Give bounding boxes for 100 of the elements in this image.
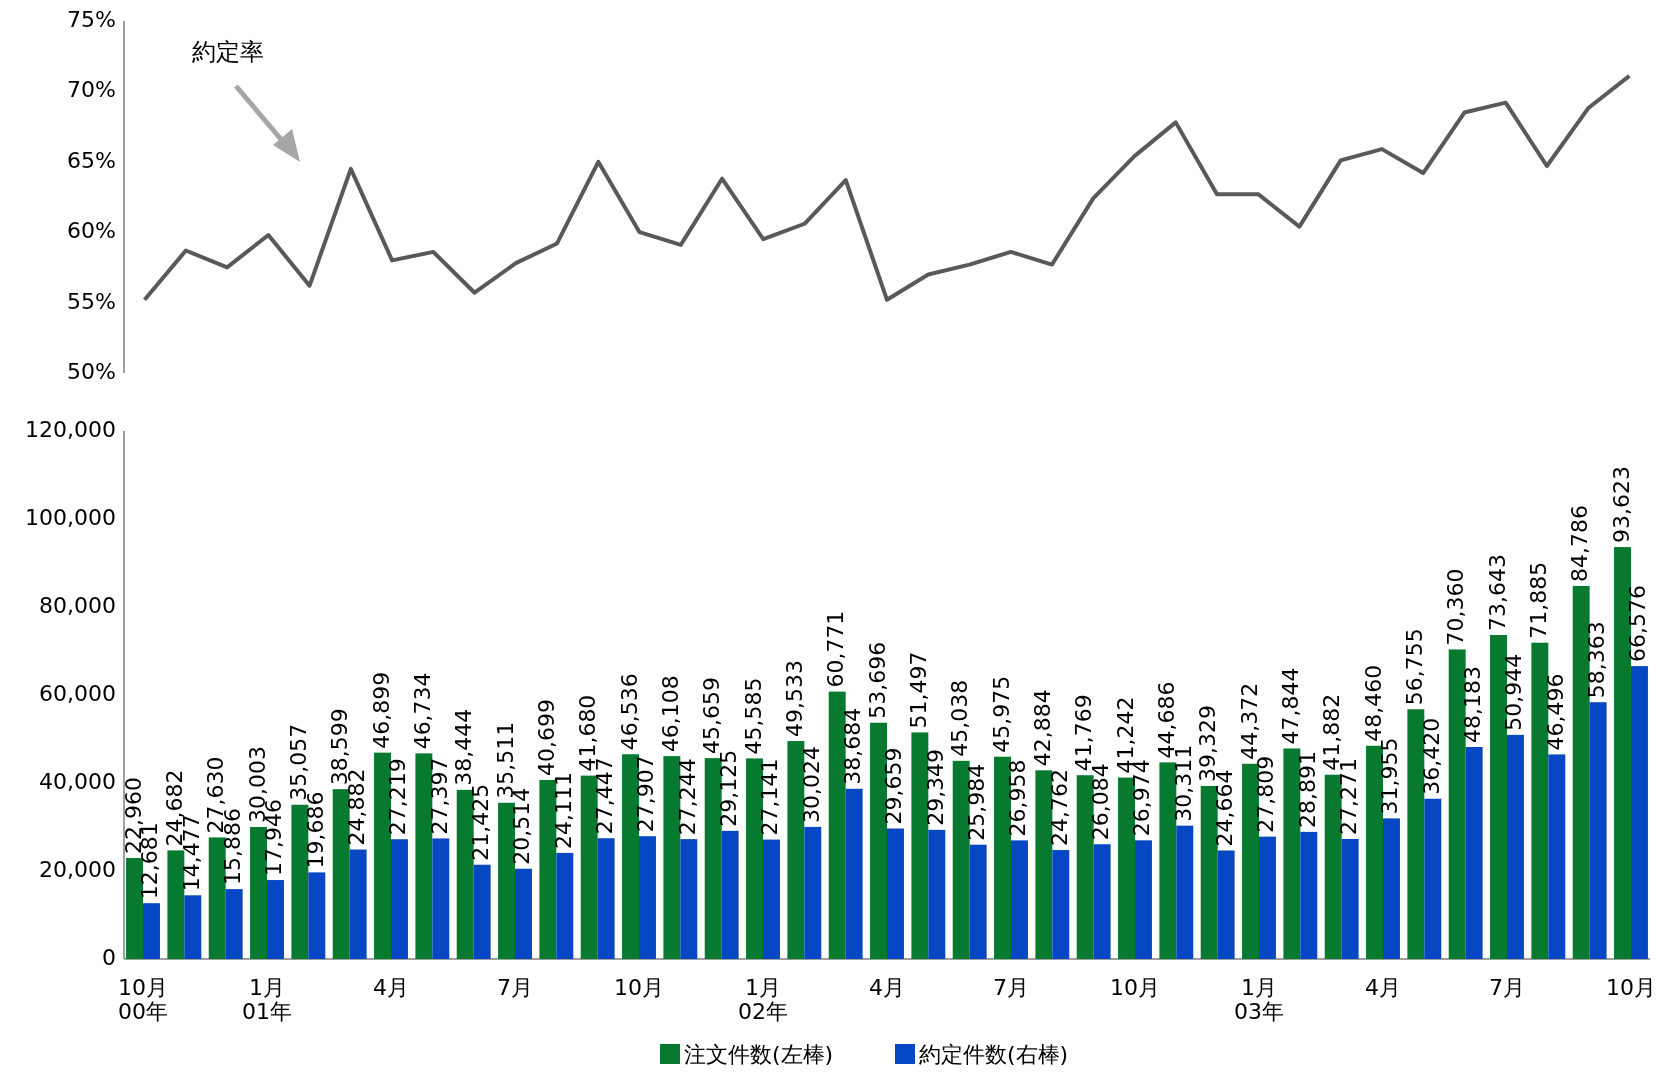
y-tick-label: 70% bbox=[67, 77, 116, 103]
y-tick-label: 40,000 bbox=[39, 769, 116, 794]
bar bbox=[763, 839, 780, 959]
bar bbox=[1424, 798, 1442, 959]
data-label: 66,576 bbox=[1625, 585, 1651, 663]
data-label: 45,585 bbox=[740, 677, 766, 755]
bar bbox=[1630, 666, 1648, 959]
y-tick-label: 65% bbox=[67, 147, 116, 173]
bar bbox=[515, 868, 532, 959]
bar bbox=[870, 722, 887, 959]
data-label: 21,425 bbox=[468, 783, 494, 861]
data-label: 42,884 bbox=[1029, 689, 1055, 767]
bar bbox=[994, 756, 1011, 959]
x-tick-label: 4月 bbox=[869, 975, 905, 1000]
data-label: 71,885 bbox=[1525, 561, 1551, 639]
data-label: 46,899 bbox=[368, 671, 394, 749]
x-tick-label: 1月 02年 bbox=[738, 975, 788, 1024]
bar bbox=[1490, 634, 1507, 959]
bar bbox=[663, 756, 681, 959]
bar bbox=[1176, 825, 1194, 959]
bar bbox=[804, 826, 822, 959]
bar bbox=[911, 732, 929, 959]
y-tick-label: 55% bbox=[67, 288, 116, 314]
data-label: 27,219 bbox=[385, 758, 411, 836]
bar bbox=[1011, 840, 1028, 959]
y-tick-label: 60,000 bbox=[39, 681, 116, 706]
data-label: 45,038 bbox=[947, 679, 973, 757]
data-label: 60,771 bbox=[823, 610, 849, 688]
bar bbox=[1118, 777, 1135, 959]
bar bbox=[1159, 762, 1177, 959]
data-label: 27,397 bbox=[426, 757, 452, 835]
bar bbox=[208, 837, 226, 959]
bar bbox=[1407, 709, 1425, 959]
data-label: 48,183 bbox=[1460, 666, 1486, 743]
data-label: 38,684 bbox=[840, 707, 866, 785]
x-tick-label: 10月 bbox=[1110, 975, 1160, 1000]
data-label: 53,696 bbox=[864, 641, 890, 719]
bar bbox=[580, 775, 598, 959]
data-label: 84,786 bbox=[1567, 504, 1593, 582]
data-label: 58,363 bbox=[1584, 621, 1610, 699]
bar bbox=[1283, 748, 1301, 959]
bar bbox=[539, 779, 557, 959]
bar bbox=[1448, 649, 1466, 959]
bar bbox=[391, 839, 408, 959]
bar bbox=[1506, 734, 1524, 959]
x-tick-label: 7月 bbox=[1488, 975, 1525, 1000]
data-label: 56,755 bbox=[1401, 628, 1427, 706]
bar bbox=[456, 789, 474, 959]
bar bbox=[1035, 770, 1053, 959]
bar bbox=[787, 741, 805, 959]
data-label: 73,643 bbox=[1484, 553, 1510, 631]
text: 約定率 bbox=[192, 38, 264, 66]
data-label: 36,420 bbox=[1418, 717, 1444, 795]
y-tick-label: 0 bbox=[102, 945, 116, 970]
data-label: 93,623 bbox=[1608, 466, 1634, 544]
bar bbox=[721, 830, 739, 959]
data-label: 46,108 bbox=[657, 675, 683, 753]
data-label: 46,734 bbox=[409, 672, 435, 750]
bar bbox=[556, 852, 574, 959]
data-label: 46,496 bbox=[1542, 673, 1568, 751]
bar bbox=[1589, 702, 1607, 959]
bar bbox=[1093, 844, 1111, 959]
y-tick-label: 80,000 bbox=[39, 593, 116, 618]
bar bbox=[1258, 836, 1276, 959]
bar bbox=[1366, 745, 1383, 959]
data-label: 26,958 bbox=[1005, 759, 1031, 837]
x-tick-label: 7月 bbox=[497, 975, 534, 1000]
x-tick-label: 10月 bbox=[1605, 975, 1656, 1000]
bar bbox=[291, 804, 309, 959]
bar bbox=[1324, 774, 1342, 959]
legend-label: 約定件数(右棒) bbox=[919, 1042, 1069, 1067]
bar bbox=[704, 758, 722, 959]
bar bbox=[1341, 839, 1359, 959]
bar bbox=[1052, 850, 1070, 959]
data-label: 27,244 bbox=[674, 758, 700, 836]
bar bbox=[969, 844, 987, 959]
data-label: 29,659 bbox=[881, 747, 907, 825]
y-tick-label: 50% bbox=[67, 359, 116, 384]
x-tick-label: 1月 03年 bbox=[1233, 975, 1284, 1024]
line-series bbox=[142, 73, 1632, 302]
bar bbox=[167, 850, 185, 959]
data-label: 45,975 bbox=[988, 675, 1014, 753]
data-label: 27,809 bbox=[1253, 755, 1279, 833]
data-label: 51,497 bbox=[905, 651, 931, 729]
y-tick-label: 100,000 bbox=[25, 505, 116, 530]
legend-label: 注文件数(左棒) bbox=[684, 1042, 834, 1067]
bar bbox=[1200, 785, 1218, 959]
bar bbox=[639, 836, 656, 959]
bar bbox=[1572, 585, 1590, 959]
data-label: 47,844 bbox=[1277, 667, 1303, 745]
y-tick-label: 60% bbox=[67, 218, 116, 244]
x-tick-label: 10月 00年 bbox=[118, 975, 169, 1024]
bar bbox=[597, 838, 615, 959]
bar bbox=[1217, 850, 1235, 959]
bar bbox=[622, 754, 639, 959]
bar bbox=[332, 789, 350, 959]
bar bbox=[828, 691, 846, 959]
bar bbox=[267, 880, 284, 959]
y-tick-label: 20,000 bbox=[39, 857, 116, 882]
data-label: 29,125 bbox=[716, 749, 742, 827]
